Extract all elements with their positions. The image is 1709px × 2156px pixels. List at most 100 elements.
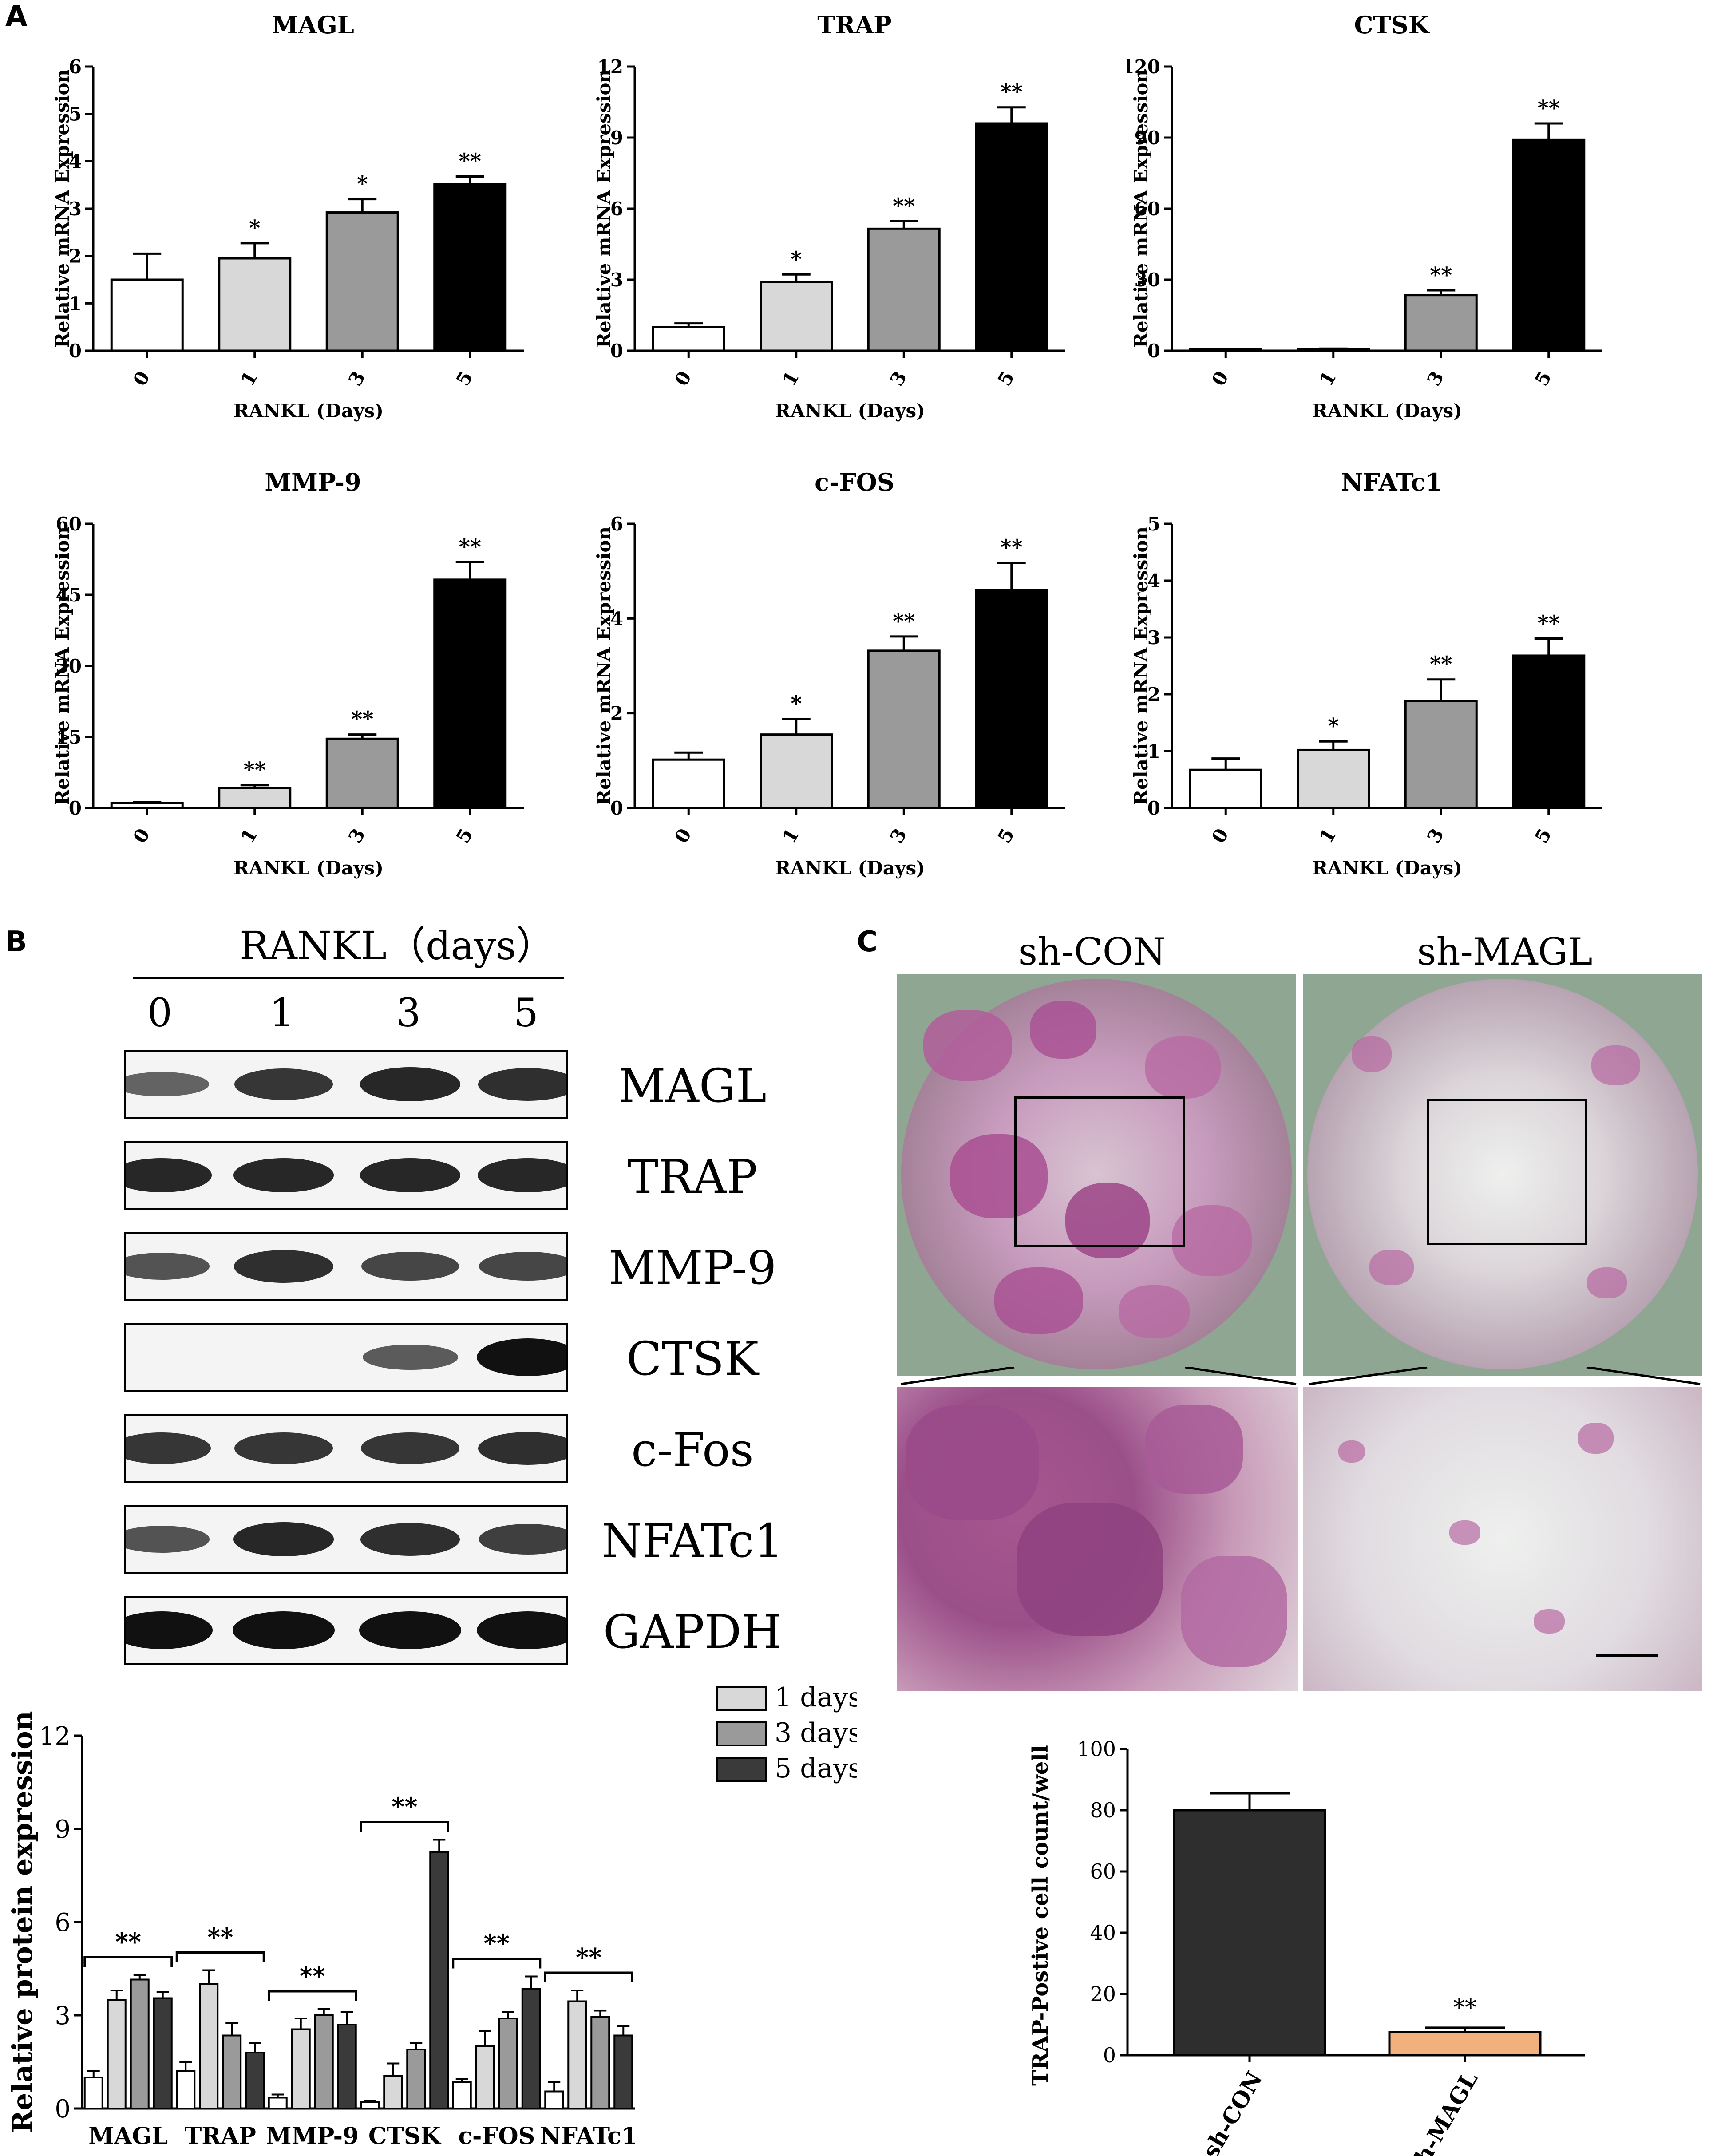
group-label-sh-magl: sh-MAGL: [1417, 930, 1593, 973]
x-tick-label: 1: [237, 368, 262, 390]
bar: [222, 2034, 242, 2109]
x-axis-label: RANKL (Days): [1312, 400, 1462, 422]
y-tick-label: 0: [610, 797, 623, 819]
x-tick-label: 0: [1207, 368, 1233, 390]
x-axis-label: RANKL (Days): [775, 400, 925, 422]
blot-band: [126, 1158, 212, 1192]
y-tick-label: 2: [610, 703, 623, 724]
x-tick-label: c-FOS: [458, 2123, 535, 2150]
bar: [325, 737, 399, 809]
bar: [975, 589, 1048, 809]
significance-mark: **: [1001, 80, 1023, 105]
x-tick-label: 5: [1531, 368, 1556, 390]
bar: [130, 1978, 150, 2109]
blot-protein-label: NFATc1: [601, 1514, 783, 1568]
significance-mark: **: [576, 1943, 602, 1972]
bar: [567, 2000, 587, 2109]
y-tick-label: 4: [69, 150, 82, 172]
x-tick-label: 3: [1423, 825, 1448, 847]
chart-title: TRAP: [817, 11, 892, 39]
y-tick-label: 5: [69, 103, 82, 125]
bar: [107, 1999, 127, 2109]
bar: [83, 2077, 103, 2109]
y-tick-label: 60: [56, 513, 82, 535]
bar: [475, 2045, 495, 2109]
x-tick-label: TRAP: [185, 2123, 256, 2150]
y-tick-label: 5: [1147, 513, 1160, 535]
y-tick-label: 12: [597, 56, 623, 78]
chart-title: CTSK: [1354, 11, 1430, 39]
y-tick-label: 45: [56, 584, 82, 606]
chart-title: c-FOS: [815, 468, 894, 496]
y-tick-label: 6: [610, 198, 623, 220]
y-tick-label: 15: [56, 726, 82, 748]
blot-band: [360, 1523, 460, 1556]
panel-label-a: A: [5, 0, 28, 33]
y-tick-label: 4: [610, 608, 623, 629]
blot-band: [234, 1432, 333, 1464]
bar: [110, 278, 184, 352]
bar: [153, 1997, 173, 2109]
blot-band: [233, 1522, 334, 1556]
y-tick-label: 0: [610, 340, 623, 362]
chart-title: NFATc1: [1341, 468, 1442, 496]
panel-label-b: B: [5, 926, 27, 958]
bar: [613, 2034, 633, 2109]
x-tick-label: CTSK: [368, 2123, 442, 2150]
bar: [337, 2024, 357, 2109]
x-tick-label: 3: [886, 368, 911, 390]
bar: [406, 2049, 426, 2109]
blot-band: [360, 1067, 460, 1101]
y-tick-label: 30: [1135, 269, 1160, 291]
legend-swatch: [716, 1686, 767, 1711]
significance-mark: **: [893, 609, 915, 634]
blot-row: [124, 1141, 568, 1210]
blot-band: [478, 1158, 566, 1192]
blot-band: [359, 1611, 461, 1649]
legend-label: 1 days: [775, 1682, 857, 1713]
y-tick-label: 1: [1147, 740, 1160, 762]
blot-band: [361, 1251, 459, 1281]
blot-lane-label: 3: [396, 990, 421, 1036]
cell-count-chart: TRAP-Postive cell count/well 0 20 40 60 80 100…: [1028, 1737, 1585, 2156]
zoom-image-sh-magl: [1303, 1387, 1702, 1691]
bar: [199, 1983, 219, 2109]
significance-bracket: [268, 1990, 357, 2001]
significance-mark: **: [115, 1927, 141, 1957]
y-axis-label: Relative protein expression: [6, 1711, 39, 2133]
y-tick-label: 3: [1147, 627, 1160, 649]
legend-swatch: [716, 1757, 767, 1782]
chart-title: MMP-9: [265, 468, 361, 496]
bar: [1404, 700, 1478, 809]
significance-bracket: [360, 1821, 449, 1832]
chart-title: MAGL: [272, 11, 354, 39]
blot-band: [234, 1068, 333, 1100]
blot-band: [479, 1524, 566, 1555]
x-tick-label: 1: [1315, 825, 1341, 847]
significance-bracket: [83, 1956, 173, 1967]
y-tick-label: 6: [69, 56, 82, 78]
significance-mark: **: [459, 534, 481, 559]
bar: [1173, 1809, 1326, 2057]
blot-band: [360, 1158, 460, 1192]
blot-protein-label: MAGL: [618, 1059, 767, 1113]
blot-band: [478, 1068, 566, 1101]
blot-band: [233, 1158, 334, 1192]
x-tick-label: MMP-9: [266, 2123, 359, 2150]
blot-protein-label: TRAP: [627, 1150, 758, 1204]
significance-bracket: [544, 1971, 633, 1982]
significance-bracket: [452, 1958, 542, 1969]
x-tick-label: 5: [452, 825, 477, 847]
bar: [652, 326, 725, 352]
bar: [383, 2075, 403, 2109]
bar: [433, 578, 507, 809]
x-tick-label: 3: [886, 825, 911, 847]
blot-row: [124, 1414, 568, 1483]
y-tick-label: 9: [610, 127, 623, 149]
blot-band: [477, 1338, 566, 1376]
x-tick-label: 5: [452, 368, 477, 390]
y-tick-label: 3: [610, 269, 623, 291]
